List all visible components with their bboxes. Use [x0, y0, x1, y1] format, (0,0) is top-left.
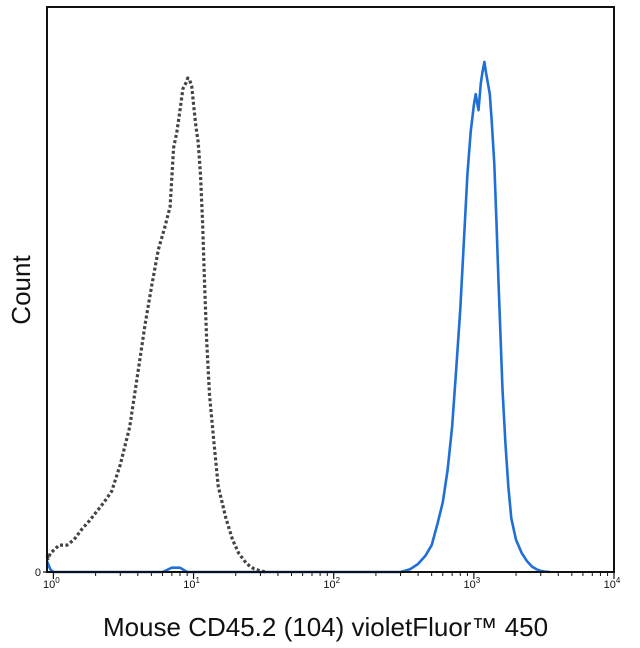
y-axis-ticks: 0 [35, 567, 47, 579]
x-axis-ticks: 100 101 102 103 104 [43, 572, 621, 591]
series-line-2 [45, 60, 551, 574]
y-tick-label: 0 [35, 567, 41, 579]
x-tick-label: 101 [183, 576, 200, 591]
y-axis-label: Count [6, 255, 36, 325]
series-group [45, 60, 551, 574]
x-axis-label: Mouse CD45.2 (104) violetFluor™ 450 [103, 612, 548, 642]
x-tick-label: 103 [464, 576, 481, 591]
series-line-1 [45, 76, 267, 574]
x-tick-label: 104 [604, 576, 621, 591]
x-tick-label: 100 [43, 576, 60, 591]
x-tick-label: 102 [323, 576, 340, 591]
plot-frame [46, 6, 615, 573]
